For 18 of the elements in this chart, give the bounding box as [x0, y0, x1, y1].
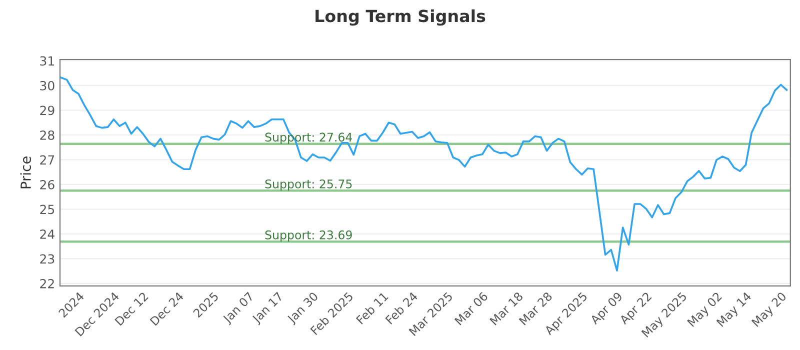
y-tick-label: 25: [40, 204, 54, 214]
y-tick-label: 26: [40, 180, 54, 190]
ref-line-label: Support: 23.69: [265, 230, 352, 242]
ref-line-label: Support: 25.75: [265, 179, 352, 191]
x-tick-label: Mar 06: [454, 291, 488, 326]
y-tick-label: 23: [40, 254, 54, 264]
y-tick-label: 28: [40, 130, 54, 140]
y-axis-title: Price: [20, 156, 31, 188]
x-tick-label: Jan 17: [251, 292, 285, 326]
chart-title: Long Term Signals: [316, 9, 486, 26]
y-tick-label: 31: [40, 56, 54, 66]
y-tick-label: 24: [40, 229, 54, 239]
y-tick-label: 29: [40, 106, 54, 116]
y-tick-label: 27: [40, 155, 54, 164]
line-series: [60, 76, 788, 272]
y-tick-label: 30: [40, 80, 54, 90]
x-tick-label: Dec 24: [150, 291, 184, 326]
y-tick-label: 22: [40, 278, 54, 288]
